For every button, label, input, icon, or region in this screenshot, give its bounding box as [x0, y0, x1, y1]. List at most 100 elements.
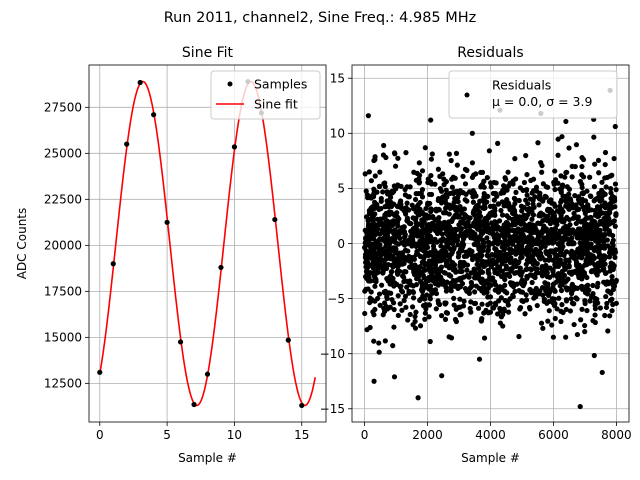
residual-point [455, 199, 461, 205]
residual-point [385, 246, 391, 253]
residual-point [376, 221, 382, 227]
residual-point [460, 244, 466, 250]
residual-point [576, 248, 582, 254]
residual-point [481, 178, 487, 184]
residual-point [599, 369, 605, 376]
residual-point [527, 227, 533, 233]
residual-point [597, 305, 603, 311]
residual-point [413, 266, 419, 272]
residual-point [385, 201, 391, 207]
residual-point [564, 287, 570, 293]
residual-point [550, 299, 556, 306]
residual-point [381, 305, 387, 311]
residual-point [377, 169, 383, 175]
residual-point [481, 190, 487, 197]
residual-point [420, 293, 426, 299]
residual-point [459, 268, 465, 274]
residual-point [438, 238, 444, 244]
residual-point [610, 286, 617, 293]
residual-point [544, 238, 550, 244]
residual-point [538, 160, 544, 166]
residual-point [423, 252, 429, 258]
residual-point [612, 123, 618, 130]
residual-point [562, 278, 569, 284]
residual-point [527, 272, 534, 278]
residual-point [553, 257, 559, 264]
residual-point [458, 311, 464, 317]
residual-point [485, 214, 492, 221]
residual-point [564, 184, 570, 190]
residual-point [492, 282, 499, 288]
residual-point [427, 200, 433, 207]
residual-point [566, 237, 572, 243]
residual-point [391, 231, 397, 237]
figure-suptitle: Run 2011, channel2, Sine Freq.: 4.985 MH… [164, 10, 477, 26]
residual-point [410, 295, 417, 301]
residual-point [461, 274, 467, 280]
residual-point [434, 280, 440, 287]
residual-point [605, 217, 611, 223]
residual-point [497, 255, 503, 261]
residual-point [387, 223, 393, 229]
residual-point [498, 268, 504, 274]
residual-point [532, 274, 538, 281]
residual-point [398, 283, 404, 289]
residual-point [417, 199, 423, 206]
residual-point [539, 230, 545, 236]
residual-point [513, 189, 519, 195]
legend-samples-label: Samples [254, 77, 307, 92]
residual-point [550, 213, 556, 219]
residual-point [390, 343, 396, 349]
residual-point [602, 312, 608, 319]
residual-point [450, 241, 456, 247]
residual-point [362, 227, 368, 233]
residual-point [545, 184, 551, 190]
residual-point [567, 222, 573, 228]
residual-point [477, 263, 483, 269]
residual-point [512, 270, 518, 276]
residual-point [612, 181, 619, 187]
residual-point [603, 293, 609, 300]
residual-point [515, 245, 521, 251]
residual-point [484, 175, 490, 181]
residual-point [460, 173, 466, 179]
residual-point [517, 229, 523, 235]
residual-point [384, 294, 390, 300]
residual-point [535, 140, 541, 146]
residual-point [362, 240, 368, 246]
residual-point [446, 151, 452, 157]
residual-point [442, 316, 449, 322]
residual-point [602, 161, 608, 168]
residual-point [499, 273, 506, 280]
residual-point [485, 247, 492, 253]
residual-point [379, 282, 385, 288]
residual-point [435, 298, 441, 304]
residual-point [512, 227, 518, 233]
residual-point [371, 378, 377, 384]
residual-point [600, 192, 606, 199]
residual-point [507, 266, 513, 272]
residual-point [448, 234, 454, 240]
residual-point [594, 223, 600, 229]
residual-point [521, 235, 527, 242]
residual-point [470, 209, 476, 216]
residual-point [455, 285, 461, 292]
residual-point [415, 251, 421, 257]
residual-point [481, 263, 487, 270]
residual-point [409, 243, 415, 249]
residual-point [453, 269, 459, 275]
residual-point [603, 304, 610, 311]
residual-point [537, 239, 543, 245]
residual-point [558, 251, 564, 257]
residual-point [365, 218, 371, 224]
residual-point [584, 284, 590, 290]
residual-point [443, 288, 450, 294]
residual-point [507, 296, 513, 302]
residual-point [506, 215, 512, 221]
residual-point [405, 317, 411, 323]
residual-point [380, 270, 386, 276]
residual-point [579, 196, 585, 202]
residual-point [428, 117, 434, 123]
residual-point [540, 268, 546, 275]
residual-point [462, 197, 468, 203]
